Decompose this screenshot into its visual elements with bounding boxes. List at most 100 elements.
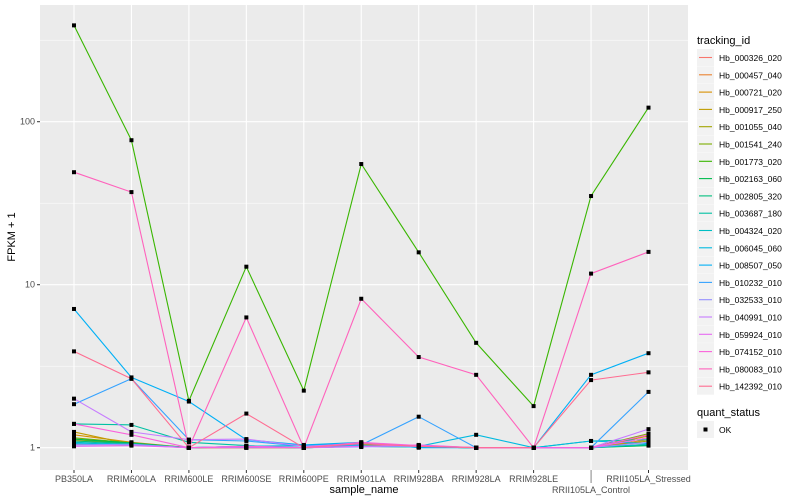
data-point bbox=[646, 370, 651, 375]
data-point bbox=[129, 443, 134, 448]
y-axis: 1 10 100 bbox=[20, 117, 40, 453]
data-point bbox=[416, 250, 421, 255]
y-tick-label: 100 bbox=[20, 117, 35, 127]
data-point bbox=[72, 23, 76, 28]
data-point bbox=[359, 162, 364, 167]
data-point bbox=[129, 376, 134, 381]
data-point bbox=[589, 445, 594, 450]
legend-label: Hb_008507_050 bbox=[719, 261, 782, 271]
data-point bbox=[72, 402, 76, 407]
legend-label: Hb_003687_180 bbox=[719, 209, 782, 219]
y-tick-label: 1 bbox=[30, 443, 35, 453]
data-point bbox=[301, 445, 306, 450]
data-point bbox=[474, 445, 479, 450]
data-points bbox=[72, 23, 651, 450]
data-point bbox=[474, 372, 479, 377]
data-point bbox=[244, 444, 249, 449]
data-point bbox=[531, 404, 536, 409]
data-point bbox=[129, 422, 134, 427]
legend-label: Hb_040991_010 bbox=[719, 313, 782, 323]
x-tick-label: RRIM928LA bbox=[452, 474, 501, 484]
legend-label: Hb_059924_010 bbox=[719, 330, 782, 340]
data-point bbox=[72, 432, 76, 437]
legend-label: Hb_000326_020 bbox=[719, 53, 782, 63]
data-point bbox=[646, 432, 651, 437]
x-axis: PB350LA RRIM600LA RRIM600LE RRIM600SE RRIM60… bbox=[55, 470, 691, 495]
data-point bbox=[359, 441, 364, 446]
x-tick-label: RRIM928LE bbox=[509, 474, 558, 484]
x-tick-label: RRIM600LA bbox=[107, 474, 156, 484]
y-tick-label: 10 bbox=[25, 280, 35, 290]
legend-label: Hb_001055_040 bbox=[719, 122, 782, 132]
data-point bbox=[589, 438, 594, 443]
square-point-icon bbox=[703, 427, 708, 432]
x-tick-label: PB350LA bbox=[55, 474, 93, 484]
data-point bbox=[474, 340, 479, 345]
legend-label-ok: OK bbox=[719, 425, 732, 435]
legend-label: Hb_010232_010 bbox=[719, 278, 782, 288]
data-point bbox=[589, 271, 594, 276]
data-point bbox=[72, 170, 76, 175]
data-point bbox=[72, 421, 76, 426]
data-point bbox=[244, 437, 249, 442]
legend-label: Hb_032533_010 bbox=[719, 295, 782, 305]
y-axis-title: FPKM + 1 bbox=[6, 212, 18, 261]
data-point bbox=[72, 429, 76, 434]
data-point bbox=[646, 249, 651, 254]
shape-legend-title: quant_status bbox=[697, 407, 760, 419]
data-point bbox=[359, 444, 364, 449]
x-tick-label: RRIM928BA bbox=[394, 474, 444, 484]
data-point bbox=[646, 427, 651, 432]
legend-label: Hb_000721_020 bbox=[719, 88, 782, 98]
legend-label: Hb_142392_010 bbox=[719, 382, 782, 392]
legend-label: Hb_074152_010 bbox=[719, 347, 782, 357]
data-point bbox=[646, 435, 651, 440]
data-point bbox=[646, 389, 651, 394]
data-point bbox=[589, 194, 594, 199]
data-point bbox=[301, 388, 306, 393]
x-tick-label: RRIM600LE bbox=[164, 474, 213, 484]
x-tick-label: RRII105LA_Control bbox=[552, 485, 630, 495]
color-legend-title: tracking_id bbox=[697, 35, 750, 47]
legend-label: Hb_006045_060 bbox=[719, 243, 782, 253]
legend: tracking_id Hb_000326_020 Hb_000457_040 Hb… bbox=[697, 35, 782, 438]
data-point bbox=[416, 444, 421, 449]
data-point bbox=[72, 444, 76, 449]
data-point bbox=[531, 445, 536, 450]
legend-label: Hb_002805_320 bbox=[719, 191, 782, 201]
x-tick-label: RRII105LA_Stressed bbox=[606, 474, 691, 484]
data-point bbox=[129, 190, 134, 195]
data-point bbox=[244, 264, 249, 269]
x-tick-label: RRIM600SE bbox=[221, 474, 271, 484]
data-point bbox=[359, 296, 364, 301]
legend-label: Hb_080083_010 bbox=[719, 364, 782, 374]
legend-label: Hb_004324_020 bbox=[719, 226, 782, 236]
data-point bbox=[186, 437, 191, 442]
legend-label: Hb_001773_020 bbox=[719, 157, 782, 167]
data-point bbox=[416, 414, 421, 419]
data-point bbox=[72, 306, 76, 311]
data-point bbox=[646, 440, 651, 445]
data-point bbox=[129, 429, 134, 434]
x-tick-label: RRIM901LA bbox=[337, 474, 386, 484]
data-point bbox=[244, 411, 249, 416]
data-point bbox=[72, 396, 76, 401]
legend-label: Hb_002163_060 bbox=[719, 174, 782, 184]
legend-label: Hb_000457_040 bbox=[719, 70, 782, 80]
x-axis-title: sample_name bbox=[329, 484, 398, 496]
data-point bbox=[646, 105, 651, 110]
data-point bbox=[646, 351, 651, 356]
x-tick-label: RRIM600PE bbox=[279, 474, 329, 484]
legend-label: Hb_000917_250 bbox=[719, 105, 782, 115]
data-point bbox=[129, 138, 134, 143]
legend-label: Hb_001541_240 bbox=[719, 140, 782, 150]
data-point bbox=[129, 432, 134, 437]
data-point bbox=[186, 440, 191, 445]
data-point bbox=[186, 445, 191, 450]
data-point bbox=[589, 372, 594, 377]
data-point bbox=[589, 378, 594, 383]
data-point bbox=[474, 432, 479, 437]
data-point bbox=[72, 349, 76, 354]
data-point bbox=[416, 355, 421, 360]
